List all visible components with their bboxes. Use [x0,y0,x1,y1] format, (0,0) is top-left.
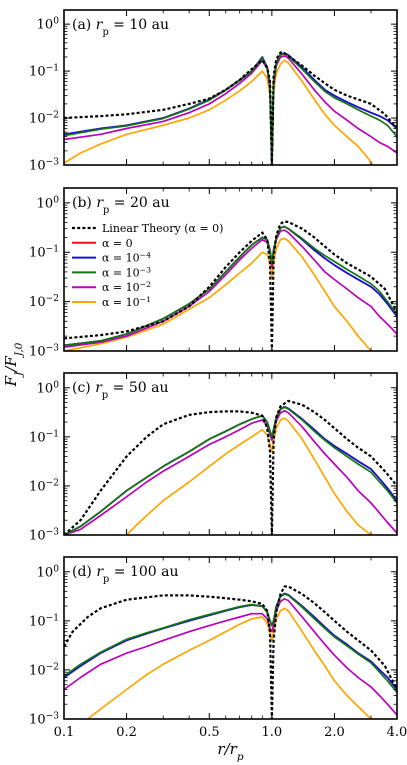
y-tick-label: 100 [37,17,60,33]
series-group [64,51,397,165]
legend-label-alpha_1e-4: α = 10−4 [102,250,151,265]
y-tick-label: 10−2 [29,478,59,494]
x-tick-label: 0.2 [116,725,137,740]
x-ticks [63,188,398,351]
series-line-alpha_1e-1 [64,237,372,351]
panel-a: 100 10−1 10−2 10−3 (a) rp = 10 au [29,9,398,174]
x-tick-label: 4.0 [387,725,407,740]
y-tick-label: 10−2 [29,662,59,678]
series-line-linear [64,220,397,351]
x-ticks [63,373,398,535]
series-line-alpha_0 [64,52,397,165]
series-line-alpha_1e-4 [64,405,397,535]
legend-label-alpha_1e-1: α = 10−1 [102,295,151,310]
plot-frame [63,9,398,166]
series-line-alpha_0 [64,592,397,691]
series-group [64,399,397,535]
legend-label-linear: Linear Theory (α = 0) [102,222,223,235]
panel-label: (b) rp = 20 au [72,195,170,216]
panel-label: (a) rp = 10 au [72,17,169,38]
y-tick-label: 10−1 [29,429,59,445]
y-tick-label: 10−1 [29,64,59,80]
series-line-linear [64,51,397,165]
y-tick-label: 10−3 [29,344,59,360]
y-tick-label: 10−3 [29,528,59,544]
plot-frame [63,187,398,352]
series-line-linear [64,585,397,719]
series-line-alpha_1e-3 [64,406,397,535]
series-line-alpha_0 [64,405,397,535]
y-ticks [64,9,397,166]
series-line-alpha_1e-4 [64,52,397,165]
x-tick-label: 2.0 [324,725,345,740]
y-ticks [64,556,397,720]
x-tick-label: 0.1 [54,725,75,740]
series-line-alpha_1e-3 [64,225,397,347]
series-line-alpha_1e-1 [87,607,373,719]
series-group [64,220,397,351]
y-tick-label: 10−3 [29,158,59,174]
y-tick-label: 10−3 [29,712,59,728]
y-tick-label: 10−2 [29,294,59,310]
legend-label-alpha_1e-3: α = 10−3 [102,265,151,280]
y-ticks [64,372,397,536]
y-tick-label: 100 [37,564,60,580]
series-line-alpha_1e-2 [64,598,397,716]
series-line-alpha_1e-3 [64,52,397,165]
series-line-alpha_1e-2 [64,55,397,165]
panel-b: 100 10−1 10−2 10−3 (b) rp = 20 au Linear Theo… [29,187,398,360]
legend-label-alpha_0: α = 0 [102,237,133,250]
x-tick-label: 0.5 [199,725,220,740]
legend: Linear Theory (α = 0)α = 0α = 10−4α = 10… [72,222,223,309]
y-tick-label: 100 [37,380,60,396]
series-line-alpha_1e-4 [64,592,397,691]
series-line-linear [64,399,397,535]
panel-label: (c) rp = 50 au [72,380,168,401]
x-axis-label: r/rp [217,740,243,763]
y-tick-label: 10−2 [29,111,59,127]
panel-d: 100 10−1 10−2 10−30.1 0.2 0.5 1.0 2.0 4.0 (d) rp … [29,556,407,740]
x-ticks [63,10,398,165]
series-line-alpha_1e-1 [125,417,373,535]
legend-label-alpha_1e-2: α = 10−2 [102,280,151,295]
x-tick-label: 1.0 [262,725,283,740]
plot-frame [63,556,398,720]
series-line-alpha_1e-1 [64,59,374,165]
y-tick-label: 10−1 [29,613,59,629]
y-tick-label: 10−1 [29,245,59,261]
plot-frame [63,372,398,536]
series-group [64,585,397,719]
series-line-alpha_1e-3 [64,593,397,693]
x-ticks [63,557,398,719]
panel-c: 100 10−1 10−2 10−3 (c) rp = 50 au [29,372,398,544]
y-tick-label: 100 [37,195,60,211]
panel-label: (d) rp = 100 au [72,564,179,585]
y-ticks [64,187,397,352]
y-axis-label: FJ/FJ,0 [2,342,25,387]
